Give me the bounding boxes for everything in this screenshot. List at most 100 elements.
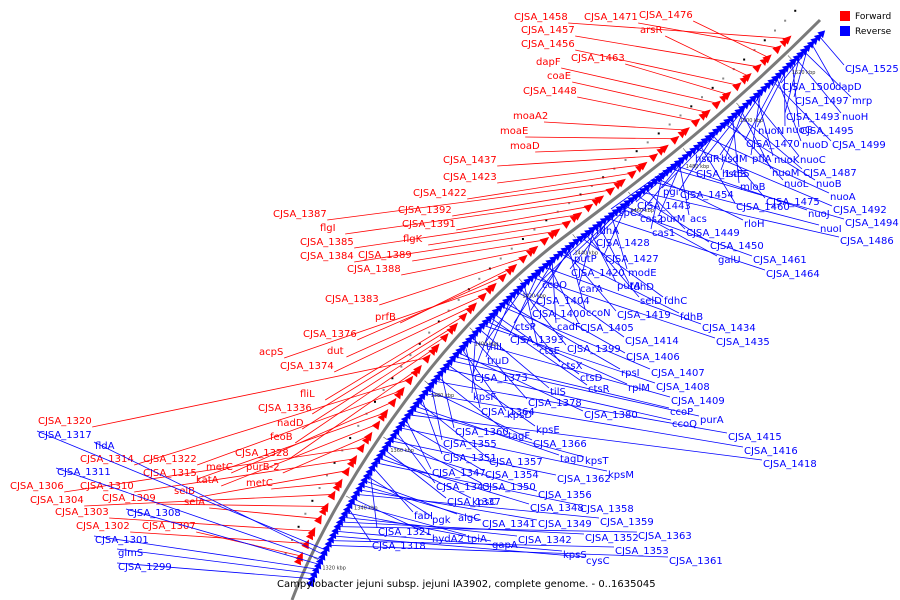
forward-gene-label: fliL (300, 389, 315, 400)
forward-leader-line (525, 136, 676, 140)
reverse-gene-label: CJSA_1350 (482, 482, 536, 493)
forward-leader-line (379, 257, 525, 306)
reverse-leader-line (523, 284, 539, 348)
reverse-leader-line (434, 380, 728, 434)
forward-leader-line (282, 435, 371, 474)
forward-gene-glyph (477, 292, 487, 302)
reverse-leader-line (678, 161, 690, 216)
reverse-gene-glyph (534, 268, 543, 277)
reverse-leader-line (447, 364, 536, 427)
reverse-leader-line (728, 120, 784, 181)
forward-leader-line (638, 22, 779, 49)
reverse-gene-label: CJSA_1407 (651, 368, 705, 379)
forward-gene-glyph (307, 527, 316, 537)
reverse-gene-glyph (430, 376, 438, 385)
reverse-gene-label: nuoD (802, 140, 829, 151)
reverse-gene-glyph (455, 347, 463, 356)
forward-gene-glyph (327, 490, 336, 501)
reverse-gene-label: CJSA_1356 (538, 490, 592, 501)
reverse-gene-label: CJSA_1486 (840, 236, 894, 247)
feature-tick-mark (400, 365, 403, 368)
reverse-gene-glyph (395, 423, 403, 432)
reverse-gene-glyph (311, 565, 320, 574)
reverse-leader-line (619, 208, 753, 257)
reverse-gene-glyph (345, 501, 353, 510)
feature-tick-mark (533, 228, 536, 231)
reverse-gene-label: nuoK (774, 155, 800, 166)
forward-gene-glyph (377, 413, 385, 422)
reverse-leader-line (333, 535, 586, 558)
reverse-leader-line (350, 503, 467, 536)
forward-gene-label: CJSA_1463 (571, 53, 625, 64)
reverse-leader-line (736, 113, 803, 170)
reverse-gene-glyph (591, 223, 600, 232)
reverse-leader-line (534, 240, 578, 298)
reverse-gene-glyph (519, 281, 528, 290)
feature-tick-mark (499, 257, 502, 260)
feature-tick-mark (391, 377, 394, 380)
reverse-leader-line (338, 526, 638, 533)
reverse-gene-label: CJSA_1405 (580, 323, 634, 334)
forward-gene-glyph (634, 165, 643, 173)
reverse-gene-glyph (381, 443, 389, 452)
reverse-gene-glyph (552, 253, 561, 261)
reverse-gene-label: CJSA_1361 (669, 556, 723, 567)
reverse-leader-line (603, 201, 629, 256)
reverse-gene-label: CJSA_1362 (557, 474, 611, 485)
reverse-leader-line (657, 178, 744, 221)
reverse-leader-line (116, 548, 315, 575)
reverse-leader-line (508, 270, 541, 337)
forward-gene-label: CJSA_1392 (398, 205, 452, 216)
reverse-gene-label: mrp (852, 96, 872, 107)
reverse-gene-glyph (320, 548, 328, 557)
forward-leader-line (456, 206, 590, 231)
forward-gene-glyph (361, 436, 370, 445)
forward-gene-label: CJSA_1389 (358, 250, 412, 261)
scale-tick-label: 1360 kbp (390, 448, 414, 454)
reverse-leader-line (693, 84, 769, 156)
reverse-gene-label: CJSA_1400 (532, 309, 586, 320)
reverse-gene-label: hsdM (721, 154, 748, 165)
reverse-leader-line (444, 368, 672, 421)
reverse-leader-line (598, 224, 630, 284)
reverse-leader-line (427, 389, 533, 441)
genome-caption: Campylobacter jejuni subsp. jejuni IA390… (277, 579, 656, 590)
reverse-leader-line (740, 109, 772, 170)
feature-tick-mark (568, 202, 571, 205)
forward-leader-line (199, 470, 348, 498)
forward-leader-line (209, 507, 320, 520)
reverse-gene-label: fdhB (680, 312, 703, 323)
forward-gene-glyph (314, 514, 322, 525)
feature-tick-mark (325, 474, 328, 477)
scale-tick (787, 55, 792, 60)
forward-gene-label: CJSA_1383 (325, 294, 379, 305)
reverse-gene-label: tagF (508, 431, 530, 442)
reverse-leader-line (772, 80, 832, 142)
reverse-gene-label: CJSA_1357 (489, 457, 543, 468)
reverse-gene-label: nspC (612, 208, 637, 219)
feature-tick-mark (624, 158, 627, 161)
reverse-gene-glyph (362, 472, 370, 481)
reverse-gene-label: CJSA_1495 (800, 126, 854, 137)
reverse-gene-label: rpsI (621, 368, 640, 379)
reverse-gene-glyph (767, 78, 776, 87)
reverse-gene-glyph (495, 304, 503, 313)
forward-gene-glyph (659, 144, 669, 154)
forward-leader-line (467, 172, 634, 200)
reverse-gene-label: purM (660, 214, 685, 225)
reverse-leader-line (803, 50, 852, 98)
forward-gene-label: CJSA_1471 (584, 12, 638, 23)
reverse-gene-glyph (677, 156, 686, 165)
feature-tick-mark (409, 354, 412, 357)
forward-gene-label: CJSA_1309 (102, 493, 156, 504)
forward-leader-line (428, 222, 568, 246)
forward-gene-glyph (732, 82, 742, 92)
reverse-gene-label: CJSA_1358 (580, 504, 634, 515)
scale-tick-label: 1500 kbp (740, 118, 764, 124)
forward-gene-label: CJSA_1303 (55, 507, 109, 518)
reverse-gene-glyph (789, 58, 797, 66)
reverse-gene-glyph (445, 358, 454, 367)
reverse-gene-glyph (619, 202, 628, 211)
scale-tick (736, 102, 740, 107)
reverse-leader-line (678, 130, 717, 192)
